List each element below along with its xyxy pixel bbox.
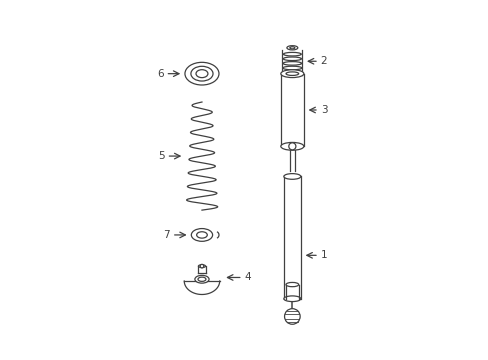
- Ellipse shape: [280, 143, 303, 150]
- Ellipse shape: [283, 57, 301, 60]
- Ellipse shape: [195, 275, 209, 283]
- Text: 3: 3: [320, 105, 326, 115]
- Ellipse shape: [191, 229, 212, 241]
- Text: 6: 6: [157, 69, 163, 79]
- Circle shape: [200, 264, 203, 268]
- Ellipse shape: [289, 47, 294, 49]
- Text: 1: 1: [320, 250, 326, 260]
- Ellipse shape: [282, 66, 301, 70]
- Ellipse shape: [198, 277, 205, 282]
- Ellipse shape: [283, 296, 300, 302]
- Ellipse shape: [283, 174, 300, 179]
- Ellipse shape: [282, 71, 302, 75]
- Ellipse shape: [280, 70, 303, 77]
- Circle shape: [288, 143, 295, 150]
- Ellipse shape: [283, 53, 301, 56]
- Ellipse shape: [198, 265, 205, 267]
- Ellipse shape: [285, 283, 298, 287]
- Text: 7: 7: [163, 230, 170, 240]
- Ellipse shape: [286, 46, 297, 50]
- Text: 5: 5: [158, 151, 164, 161]
- Ellipse shape: [283, 62, 301, 65]
- Ellipse shape: [196, 232, 207, 238]
- Ellipse shape: [285, 72, 298, 76]
- Text: 2: 2: [320, 56, 326, 66]
- Circle shape: [284, 309, 300, 324]
- Ellipse shape: [184, 62, 219, 85]
- Ellipse shape: [190, 66, 213, 81]
- Text: 4: 4: [244, 273, 251, 283]
- Ellipse shape: [196, 70, 207, 78]
